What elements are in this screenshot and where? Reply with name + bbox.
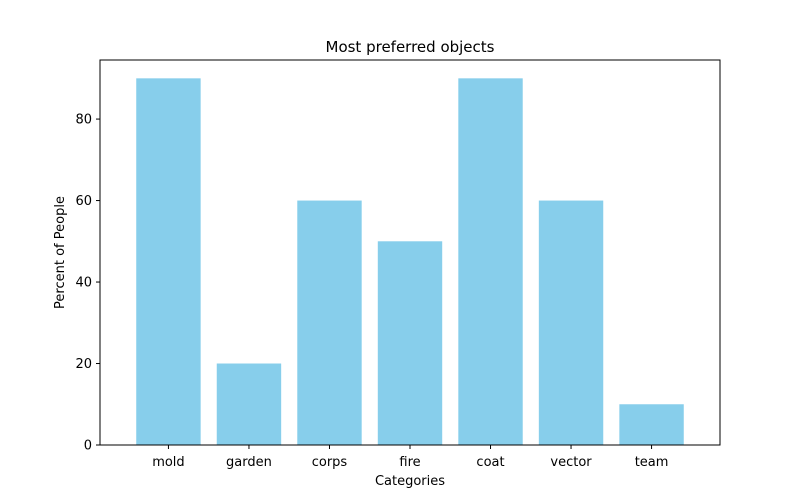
y-tick-label: 60 [75, 194, 92, 209]
chart-title: Most preferred objects [326, 38, 495, 56]
y-axis-label: Percent of People [53, 196, 68, 309]
x-axis-label: Categories [375, 474, 445, 489]
bar-corps [297, 200, 362, 445]
x-tick-label: mold [152, 455, 184, 470]
bar-team [619, 404, 684, 445]
x-tick-label: corps [312, 455, 348, 470]
x-tick-label: vector [550, 455, 592, 470]
x-tick-label: coat [476, 455, 504, 470]
plot-frame [99, 59, 721, 446]
bar-vector [538, 200, 604, 445]
y-tick-label: 80 [75, 113, 92, 128]
y-tick-label: 0 [84, 439, 92, 454]
y-axis-ticks: 0 20 40 60 80 [75, 113, 100, 454]
y-tick-label: 20 [75, 357, 92, 372]
bars-group [136, 78, 684, 445]
x-axis-ticks: mold garden corps fire coat vector team [152, 445, 668, 470]
x-tick-label: team [635, 455, 669, 470]
bar-coat [458, 78, 523, 445]
x-tick-label: fire [399, 455, 420, 470]
x-tick-label: garden [226, 455, 272, 470]
bar-fire [377, 241, 443, 445]
y-tick-label: 40 [75, 276, 92, 291]
bar-garden [216, 363, 282, 445]
bar-mold [136, 78, 201, 445]
